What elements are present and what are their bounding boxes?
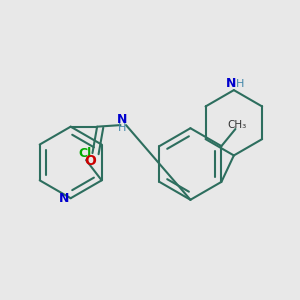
Text: CH₃: CH₃: [227, 120, 247, 130]
Text: N: N: [116, 113, 127, 126]
Text: Cl: Cl: [78, 147, 91, 160]
Text: H: H: [236, 79, 244, 89]
Text: H: H: [118, 123, 126, 133]
Text: O: O: [84, 154, 96, 168]
Text: N: N: [226, 77, 236, 90]
Text: N: N: [59, 192, 69, 205]
